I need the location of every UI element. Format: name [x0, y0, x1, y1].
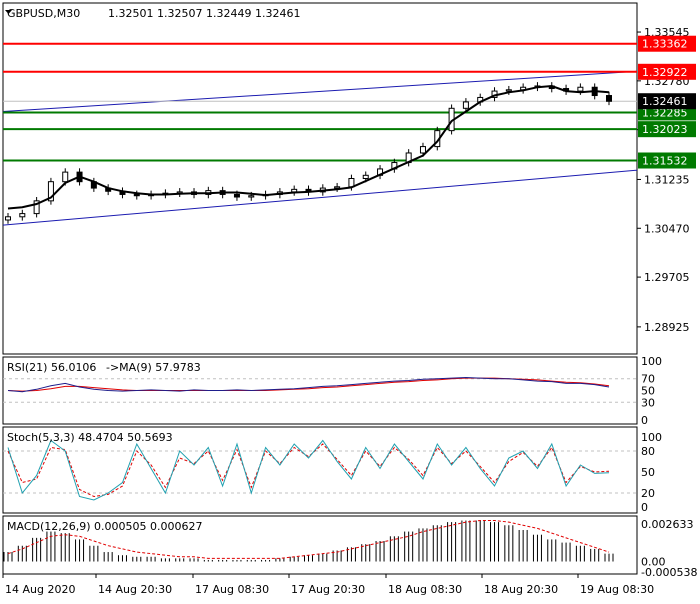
pane-frame-macd: [2, 515, 638, 575]
level-price-label: 1.33362: [642, 38, 688, 51]
stoch-title: Stoch(5,3,3) 48.4704 50.5693: [7, 431, 173, 444]
price-tick-label: 1.28925: [644, 321, 690, 334]
macd-tick-label: 0.00: [641, 556, 666, 569]
rsi-ma-title: ->MA(9) 57.9783: [106, 361, 201, 374]
time-tick-label: 18 Aug 20:30: [484, 583, 558, 596]
current-price-tag: [638, 93, 696, 110]
macd-title: MACD(12,26,9) 0.000505 0.000627: [7, 520, 203, 533]
time-tick-label: 14 Aug 2020: [5, 583, 75, 596]
level-price-label: 1.32922: [642, 66, 688, 79]
level-price-label: 1.32023: [642, 123, 688, 136]
time-tick-label: 17 Aug 20:30: [291, 583, 365, 596]
pane-frame-main: [2, 2, 638, 355]
rsi-tick-label: 30: [641, 396, 655, 409]
stoch-tick-label: 100: [641, 431, 662, 444]
macd-signal-line: [7, 520, 610, 559]
candle-body: [248, 195, 255, 198]
time-tick-label: 19 Aug 08:30: [580, 583, 654, 596]
level-price-tag: [638, 63, 696, 80]
channel-lower-line: [2, 169, 638, 226]
stoch-tick-label: 0: [641, 501, 648, 514]
candle-body: [577, 86, 584, 92]
pane-frame-st: [2, 426, 638, 514]
stoch-tick-label: 80: [641, 445, 655, 458]
stoch-tick-label: 20: [641, 487, 655, 500]
stoch-main-line: [7, 439, 610, 501]
level-price-label: 1.32285: [642, 106, 688, 119]
macd-tick-label: -0.000538: [641, 566, 697, 579]
candle-body: [606, 95, 612, 102]
time-tick-label: 14 Aug 20:30: [98, 583, 172, 596]
rsi-tick-label: 70: [641, 373, 655, 386]
menu-triangle-icon: [5, 10, 12, 14]
moving-average-line: [7, 84, 610, 210]
candle-body: [505, 89, 512, 92]
chart-symbol-title: GBPUSD,M30: [7, 7, 80, 20]
rsi-line: [7, 376, 610, 393]
time-tick-label: 18 Aug 08:30: [388, 583, 462, 596]
price-tick-label: 1.30470: [644, 222, 690, 235]
candle-body: [233, 193, 240, 198]
level-price-label: 1.31532: [642, 155, 688, 168]
level-price-tag: [638, 152, 696, 169]
rsi-title: RSI(21) 56.0106: [7, 361, 96, 374]
candle-body: [334, 186, 341, 189]
chart-ohlc-readout: 1.32501 1.32507 1.32449 1.32461: [108, 7, 300, 20]
rsi-tick-label: 0: [641, 414, 648, 427]
candle-body: [362, 174, 369, 180]
candle-body: [62, 171, 69, 183]
candle-body: [419, 146, 426, 154]
time-tick-label: 17 Aug 08:30: [195, 583, 269, 596]
stoch-signal-line: [7, 443, 610, 498]
channel-upper-line: [2, 70, 638, 112]
rsi-tick-label: 100: [641, 355, 662, 368]
stoch-tick-label: 50: [641, 466, 655, 479]
candle-body: [33, 200, 40, 215]
current-price-label: 1.32461: [642, 95, 688, 108]
price-tick-label: 1.31235: [644, 173, 690, 186]
macd-tick-label: 0.002633: [641, 518, 694, 531]
candle-body: [5, 216, 11, 221]
level-price-tag: [638, 121, 696, 138]
candle-body: [19, 213, 26, 218]
candle-body: [133, 193, 140, 197]
candle-body: [47, 181, 54, 202]
price-tick-label: 1.29705: [644, 271, 690, 284]
candle-body: [462, 101, 469, 109]
level-price-tag: [638, 35, 696, 52]
rsi-tick-label: 50: [641, 385, 655, 398]
pane-frame-rsi: [2, 356, 638, 425]
